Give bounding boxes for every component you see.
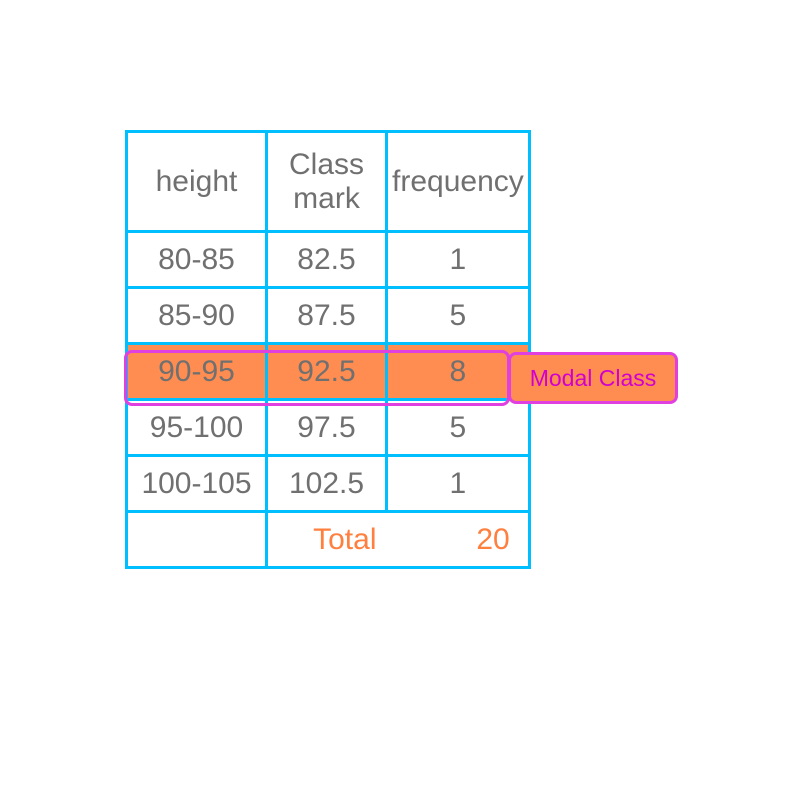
cell-mark: 92.5 [267,344,387,400]
cell-mark: 97.5 [267,400,387,456]
col-header-height: height [127,132,267,232]
cell-height: 100-105 [127,456,267,512]
total-blank [127,512,267,568]
total-label: Total [267,512,387,568]
table-row: 100-105 102.5 1 [127,456,530,512]
modal-class-label: Modal Class [508,352,678,404]
table-row: 80-85 82.5 1 [127,232,530,288]
cell-height: 85-90 [127,288,267,344]
cell-freq: 5 [387,288,530,344]
table-row: 85-90 87.5 5 [127,288,530,344]
cell-height: 80-85 [127,232,267,288]
cell-mark: 82.5 [267,232,387,288]
table-row-modal: 90-95 92.5 8 [127,344,530,400]
table: height Class mark frequency 80-85 82.5 1… [125,130,531,569]
total-row: Total 20 [127,512,530,568]
cell-mark: 87.5 [267,288,387,344]
total-value: 20 [387,512,530,568]
table-row: 95-100 97.5 5 [127,400,530,456]
cell-freq: 5 [387,400,530,456]
col-header-frequency: frequency [387,132,530,232]
cell-height: 95-100 [127,400,267,456]
header-row: height Class mark frequency [127,132,530,232]
col-header-classmark: Class mark [267,132,387,232]
cell-freq: 1 [387,232,530,288]
frequency-table: height Class mark frequency 80-85 82.5 1… [125,130,531,569]
cell-freq: 1 [387,456,530,512]
cell-height: 90-95 [127,344,267,400]
cell-mark: 102.5 [267,456,387,512]
